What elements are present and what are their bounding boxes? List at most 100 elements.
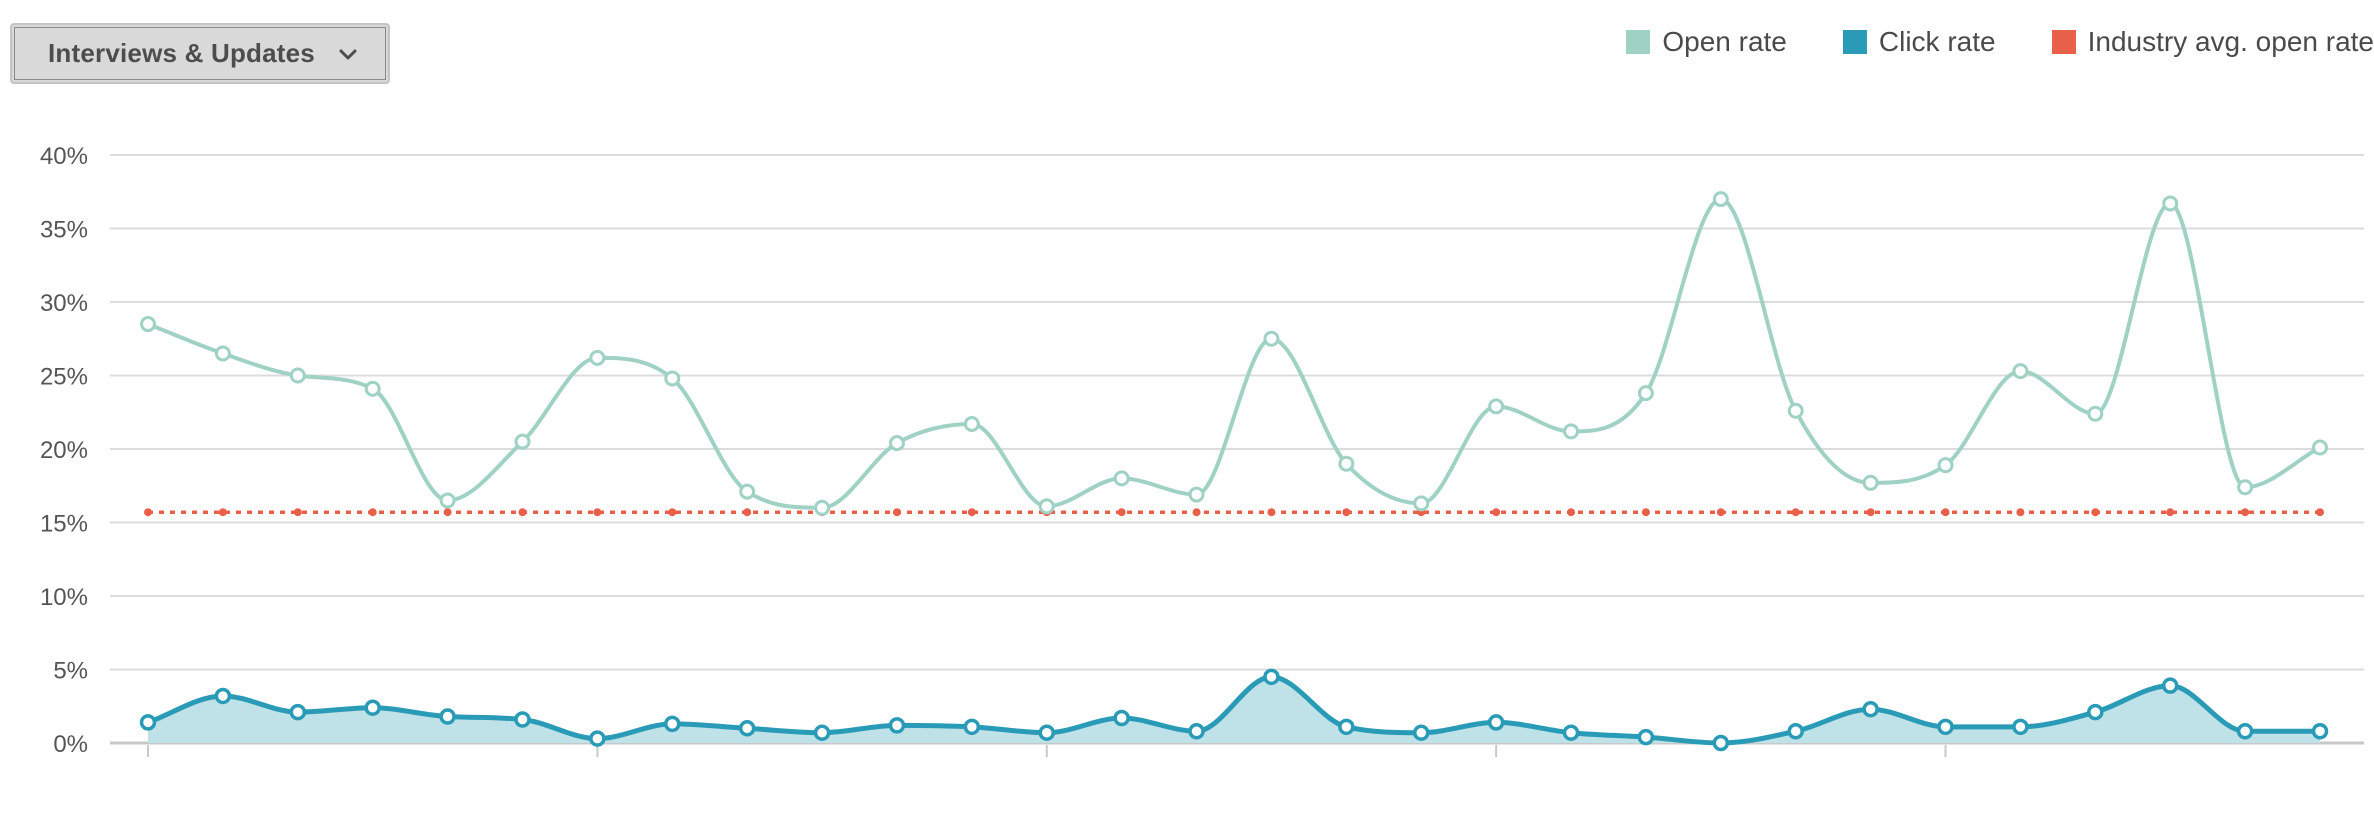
click-rate-point xyxy=(139,714,157,731)
open-rate-point xyxy=(664,370,681,387)
click-rate-point xyxy=(1937,718,1954,736)
open-rate-point xyxy=(739,483,756,500)
industry-avg-point xyxy=(1567,508,1576,517)
click-rate-area xyxy=(148,676,2320,743)
open-rate-point xyxy=(1188,486,1205,503)
industry-avg-point xyxy=(668,508,677,517)
open-rate-point xyxy=(888,435,905,452)
click-rate-point xyxy=(1412,724,1430,741)
y-axis: 0% 5% 10% 15% 20% 25% 30% 35% 40% xyxy=(40,143,88,758)
open-rate-point xyxy=(963,416,980,433)
grid-lines xyxy=(110,154,2364,745)
click-rate-point xyxy=(1263,668,1280,686)
legend-item-open-rate[interactable]: Open rate xyxy=(1626,26,1787,58)
campaign-filter-dropdown[interactable]: Interviews & Updates xyxy=(10,23,390,84)
y-tick-label: 10% xyxy=(40,584,88,611)
industry-avg-point xyxy=(743,508,752,517)
y-tick-label: 5% xyxy=(53,658,88,685)
industry-avg-point xyxy=(1716,508,1725,517)
industry-avg-point xyxy=(2016,508,2025,517)
open-rate-point xyxy=(1263,330,1280,347)
click-rate-point xyxy=(214,687,232,705)
open-rate-point xyxy=(2012,363,2029,380)
click-rate-point xyxy=(364,699,381,716)
click-rate-point xyxy=(1637,728,1655,746)
legend-item-click-rate[interactable]: Click rate xyxy=(1842,26,1996,58)
industry-avg-point xyxy=(593,508,602,517)
open-rate-point xyxy=(1937,457,1954,474)
open-rate-point xyxy=(214,345,231,362)
industry-avg-point xyxy=(1117,508,1126,517)
click-rate-point xyxy=(1038,724,1056,741)
campaign-filter-label: Interviews & Updates xyxy=(48,38,315,68)
open-rate-point xyxy=(2162,195,2179,212)
open-rate-point xyxy=(1113,470,1130,487)
open-rate-point xyxy=(1862,474,1879,491)
industry-avg-point xyxy=(1866,508,1875,517)
y-tick-label: 25% xyxy=(40,364,88,391)
y-tick-label: 20% xyxy=(40,437,88,464)
click-rate-point xyxy=(1712,734,1730,752)
industry-avg-point xyxy=(1267,508,1276,517)
open-rate-line xyxy=(147,197,2321,510)
click-rate-point xyxy=(2236,722,2254,740)
click-rate-point xyxy=(1862,700,1879,718)
industry-avg-point xyxy=(1342,508,1351,517)
open-rate-point xyxy=(1637,385,1654,402)
open-rate-point xyxy=(2237,479,2254,496)
click-rate-point xyxy=(1113,709,1130,727)
y-tick-label: 0% xyxy=(53,731,88,758)
open-rate-point xyxy=(589,349,606,366)
click-rate-point xyxy=(963,718,981,736)
legend-label-open-rate: Open rate xyxy=(1662,26,1787,57)
industry-avg-point xyxy=(2166,508,2175,517)
open-rate-point xyxy=(1413,495,1430,512)
open-rate-point xyxy=(1038,498,1055,515)
y-tick-label: 30% xyxy=(40,290,88,317)
open-rate-point xyxy=(289,367,306,384)
industry-avg-point xyxy=(1641,508,1650,517)
click-rate-point xyxy=(1487,714,1505,731)
click-rate-point xyxy=(514,711,531,728)
click-rate-point xyxy=(2161,677,2179,694)
legend-item-industry-avg[interactable]: Industry avg. open rate xyxy=(2051,26,2374,58)
industry-avg-point xyxy=(1791,508,1800,517)
legend-label-industry-avg: Industry avg. open rate xyxy=(2087,26,2374,57)
industry-avg-point xyxy=(2316,508,2324,517)
series-click-rate xyxy=(139,668,2329,752)
industry-avg-point xyxy=(2241,508,2250,517)
open-rate-point xyxy=(514,433,531,450)
open-rate-point xyxy=(140,316,156,333)
click-rate-point xyxy=(1338,718,1355,736)
industry-avg-point xyxy=(1941,508,1950,517)
legend-label-click-rate: Click rate xyxy=(1878,26,1996,57)
industry-avg-point xyxy=(518,508,527,517)
industry-avg-point xyxy=(1192,508,1201,517)
y-tick-label: 35% xyxy=(40,217,88,244)
click-rate-point xyxy=(589,730,606,747)
open-rate-point xyxy=(1712,191,1729,208)
click-rate-point xyxy=(1562,724,1580,741)
industry-avg-point xyxy=(443,508,452,517)
open-rate-point xyxy=(2087,405,2104,422)
open-rate-point xyxy=(1338,455,1355,472)
x-axis xyxy=(147,745,1947,757)
y-tick-label: 40% xyxy=(40,143,88,170)
industry-avg-point xyxy=(892,508,901,517)
industry-avg-point xyxy=(218,508,227,517)
click-rate-point xyxy=(2087,703,2104,721)
chart-legend: Open rate Click rate Industry avg. open … xyxy=(1570,26,2374,58)
open-rate-point xyxy=(1488,398,1505,415)
industry-avg-swatch xyxy=(2051,30,2076,54)
click-rate-point xyxy=(2012,718,2029,736)
open-rate-point xyxy=(1563,423,1580,440)
click-rate-point xyxy=(1787,722,1804,740)
open-rate-point xyxy=(439,492,456,509)
click-rate-point xyxy=(1188,722,1205,740)
click-rate-point xyxy=(289,703,307,721)
chevron-down-icon xyxy=(339,49,357,59)
click-rate-swatch xyxy=(1842,30,1867,54)
open-rate-point xyxy=(364,380,381,397)
industry-avg-point xyxy=(144,508,152,517)
